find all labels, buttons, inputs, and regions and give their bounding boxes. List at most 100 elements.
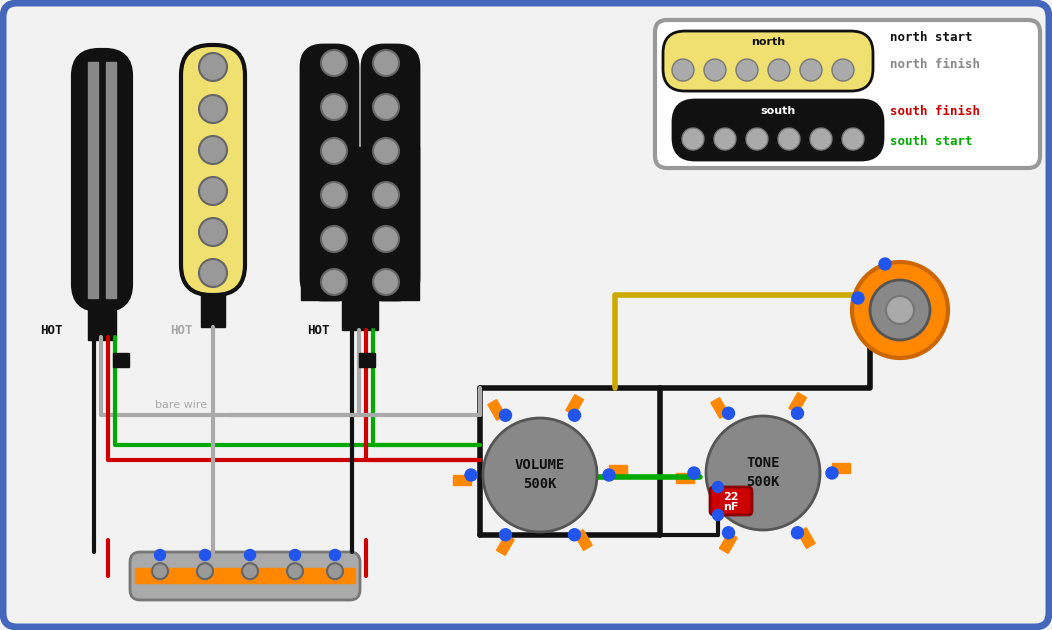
Circle shape: [500, 410, 511, 421]
Text: 500K: 500K: [746, 475, 780, 489]
Bar: [301, 147, 419, 300]
Circle shape: [886, 296, 914, 324]
Circle shape: [200, 549, 210, 561]
Circle shape: [768, 59, 790, 81]
Circle shape: [329, 549, 341, 561]
Circle shape: [321, 50, 347, 76]
FancyBboxPatch shape: [130, 552, 360, 600]
Circle shape: [321, 182, 347, 208]
Bar: [711, 398, 728, 418]
Circle shape: [810, 128, 832, 150]
Circle shape: [199, 95, 227, 123]
Circle shape: [778, 128, 800, 150]
Circle shape: [242, 563, 258, 579]
Circle shape: [603, 469, 615, 481]
Bar: [201, 295, 225, 327]
Text: TONE: TONE: [746, 456, 780, 470]
Circle shape: [682, 128, 704, 150]
Circle shape: [736, 59, 758, 81]
Circle shape: [327, 563, 343, 579]
Bar: [88, 310, 116, 340]
Circle shape: [373, 226, 399, 252]
Bar: [453, 475, 471, 485]
FancyBboxPatch shape: [673, 100, 883, 160]
Circle shape: [723, 527, 734, 539]
Circle shape: [500, 529, 511, 541]
Circle shape: [800, 59, 822, 81]
Circle shape: [373, 138, 399, 164]
Circle shape: [373, 269, 399, 295]
Bar: [488, 399, 506, 420]
Text: south start: south start: [890, 135, 972, 148]
Bar: [106, 62, 116, 298]
FancyBboxPatch shape: [655, 20, 1040, 168]
Circle shape: [870, 280, 930, 340]
Circle shape: [321, 269, 347, 295]
Text: north start: north start: [890, 32, 972, 44]
Bar: [789, 392, 807, 413]
Bar: [135, 568, 355, 583]
FancyBboxPatch shape: [73, 50, 132, 310]
Circle shape: [289, 549, 301, 561]
Circle shape: [199, 218, 227, 246]
Bar: [342, 300, 378, 330]
Circle shape: [712, 510, 724, 520]
Circle shape: [321, 138, 347, 164]
Circle shape: [373, 182, 399, 208]
FancyBboxPatch shape: [301, 45, 358, 300]
Bar: [720, 533, 737, 553]
Circle shape: [746, 128, 768, 150]
Circle shape: [568, 410, 581, 421]
Circle shape: [197, 563, 213, 579]
FancyBboxPatch shape: [362, 45, 419, 300]
Text: south finish: south finish: [890, 105, 980, 118]
Circle shape: [373, 50, 399, 76]
Circle shape: [723, 407, 734, 419]
Circle shape: [321, 94, 347, 120]
Circle shape: [879, 258, 891, 270]
Text: 22: 22: [724, 492, 739, 502]
Bar: [359, 353, 375, 367]
FancyBboxPatch shape: [710, 487, 752, 515]
Bar: [609, 465, 627, 475]
Text: bare wire: bare wire: [155, 400, 207, 410]
Text: HOT: HOT: [40, 323, 63, 336]
Circle shape: [714, 128, 736, 150]
Circle shape: [672, 59, 694, 81]
Circle shape: [852, 262, 948, 358]
Bar: [574, 530, 592, 551]
Circle shape: [199, 259, 227, 287]
Bar: [497, 535, 514, 555]
Text: south: south: [761, 106, 795, 116]
Circle shape: [712, 481, 724, 493]
Circle shape: [199, 53, 227, 81]
FancyBboxPatch shape: [663, 31, 873, 91]
Text: VOLUME: VOLUME: [514, 458, 565, 472]
Circle shape: [842, 128, 864, 150]
Circle shape: [287, 563, 303, 579]
Circle shape: [244, 549, 256, 561]
Bar: [566, 394, 584, 415]
Circle shape: [151, 563, 168, 579]
Circle shape: [791, 407, 804, 419]
Circle shape: [483, 418, 596, 532]
Bar: [113, 353, 129, 367]
Text: north finish: north finish: [890, 58, 980, 71]
Circle shape: [155, 549, 165, 561]
Bar: [676, 473, 694, 483]
Text: nF: nF: [724, 502, 739, 512]
Bar: [88, 62, 98, 298]
Bar: [832, 463, 850, 473]
Circle shape: [465, 469, 477, 481]
Circle shape: [373, 94, 399, 120]
FancyBboxPatch shape: [181, 45, 245, 295]
Circle shape: [791, 527, 804, 539]
Circle shape: [706, 416, 820, 530]
Circle shape: [199, 136, 227, 164]
Circle shape: [688, 467, 700, 479]
Circle shape: [568, 529, 581, 541]
Circle shape: [852, 292, 864, 304]
Circle shape: [826, 467, 838, 479]
Circle shape: [321, 226, 347, 252]
FancyBboxPatch shape: [3, 3, 1049, 627]
